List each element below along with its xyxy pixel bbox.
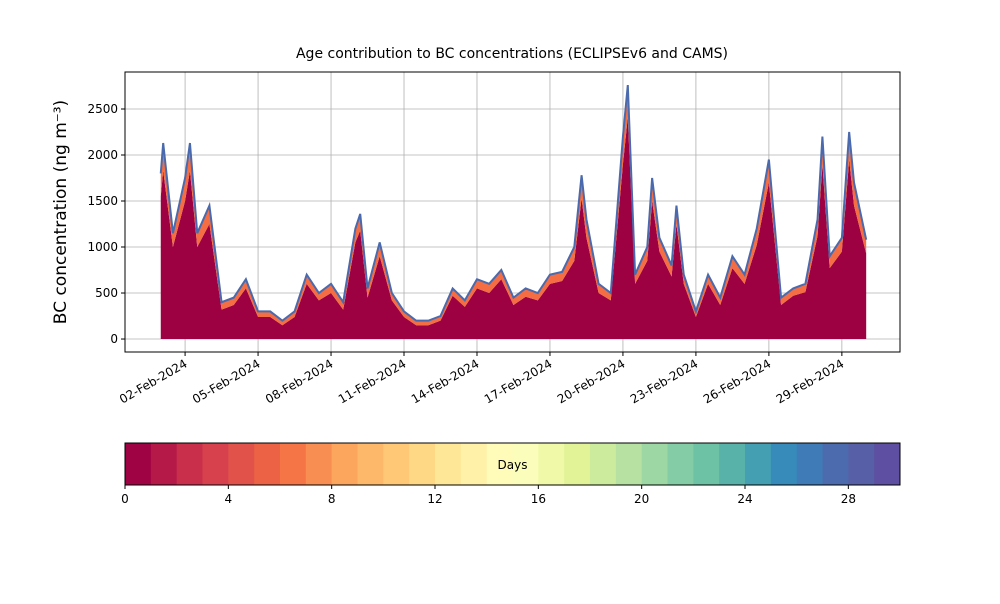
chart-title: Age contribution to BC concentrations (E… bbox=[296, 46, 728, 62]
colorbar-bin bbox=[409, 443, 436, 485]
colorbar-bin bbox=[486, 443, 513, 485]
x-tick-label: 26-Feb-2024 bbox=[701, 356, 774, 406]
colorbar-label: Days bbox=[498, 458, 528, 472]
y-tick-label: 1500 bbox=[87, 194, 118, 208]
colorbar-tick-label: 16 bbox=[531, 492, 546, 506]
colorbar-bin bbox=[641, 443, 668, 485]
colorbar-bin bbox=[538, 443, 565, 485]
plot-frame bbox=[124, 71, 901, 353]
colorbar-frame bbox=[124, 442, 901, 486]
y-axis-label: BC concentration (ng m⁻³) bbox=[51, 100, 71, 324]
x-tick-label: 11-Feb-2024 bbox=[336, 356, 409, 406]
colorbar-bin bbox=[693, 443, 720, 485]
colorbar-bin bbox=[202, 443, 229, 485]
colorbar-tick-label: 24 bbox=[737, 492, 752, 506]
colorbar-bin bbox=[564, 443, 591, 485]
colorbar-bin bbox=[357, 443, 384, 485]
colorbar-bin bbox=[254, 443, 281, 485]
colorbar-bin bbox=[512, 443, 539, 485]
colorbar-bin bbox=[822, 443, 849, 485]
x-tick-label: 20-Feb-2024 bbox=[555, 356, 628, 406]
total-line bbox=[159, 84, 868, 322]
colorbar-bin bbox=[770, 443, 798, 485]
y-tick-label: 500 bbox=[95, 286, 118, 300]
colorbar-bin bbox=[590, 443, 617, 485]
colorbar-bin bbox=[719, 443, 746, 485]
colorbar-bin bbox=[150, 443, 178, 485]
colorbar-tick-label: 4 bbox=[225, 492, 233, 506]
colorbar-bin bbox=[125, 443, 152, 485]
colorbar-bin bbox=[305, 443, 333, 485]
colorbar-bin bbox=[176, 443, 203, 485]
colorbar-bin bbox=[331, 443, 358, 485]
colorbar-bin bbox=[228, 443, 255, 485]
colorbar-bin bbox=[615, 443, 643, 485]
area-layer bbox=[160, 117, 867, 340]
y-tick-label: 1000 bbox=[87, 240, 118, 254]
colorbar-bin bbox=[383, 443, 410, 485]
colorbar-bin bbox=[745, 443, 772, 485]
y-tick-label: 2500 bbox=[87, 102, 118, 116]
x-tick-label: 02-Feb-2024 bbox=[117, 356, 190, 406]
x-tick-label: 29-Feb-2024 bbox=[774, 356, 847, 406]
colorbar-tick-label: 12 bbox=[427, 492, 442, 506]
y-tick-label: 2000 bbox=[87, 148, 118, 162]
colorbar-tick-label: 28 bbox=[841, 492, 856, 506]
x-tick-label: 14-Feb-2024 bbox=[409, 356, 482, 406]
y-tick-label: 0 bbox=[110, 332, 118, 346]
x-tick-label: 08-Feb-2024 bbox=[263, 356, 336, 406]
colorbar-tick-label: 0 bbox=[121, 492, 129, 506]
x-tick-label: 05-Feb-2024 bbox=[190, 356, 263, 406]
colorbar-bin bbox=[667, 443, 694, 485]
x-tick-label: 23-Feb-2024 bbox=[628, 356, 701, 406]
colorbar-tick-label: 8 bbox=[328, 492, 336, 506]
colorbar-bin bbox=[874, 443, 901, 485]
colorbar-bin bbox=[435, 443, 462, 485]
colorbar-bin bbox=[796, 443, 823, 485]
colorbar-bin bbox=[280, 443, 307, 485]
colorbar-tick-label: 20 bbox=[634, 492, 649, 506]
x-tick-label: 17-Feb-2024 bbox=[482, 356, 555, 406]
area-layer bbox=[160, 85, 867, 326]
colorbar-bin bbox=[460, 443, 488, 485]
colorbar-bin bbox=[848, 443, 875, 485]
